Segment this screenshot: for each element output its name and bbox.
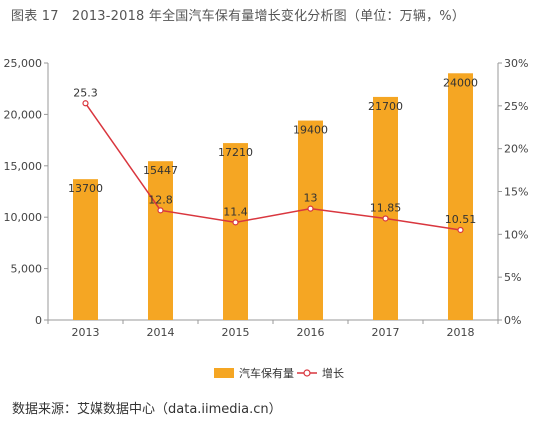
chart-title: 图表 17 2013-2018 年全国汽车保有量增长变化分析图（单位：万辆，%） bbox=[11, 9, 466, 24]
growth-point bbox=[382, 215, 389, 222]
legend-bar-swatch bbox=[214, 368, 234, 378]
bar-value-label: 21700 bbox=[368, 100, 403, 113]
bar bbox=[448, 73, 473, 320]
data-labels: 13700 15447 17210 19400 21700 24000 25.3 12.8 11… bbox=[68, 76, 478, 226]
y-right-tick-label: 15% bbox=[504, 186, 528, 199]
bar-value-label: 15447 bbox=[143, 164, 178, 177]
y-left-tick-label: 0 bbox=[35, 314, 42, 327]
x-tick-label: 2013 bbox=[72, 326, 100, 339]
x-tick-label: 2017 bbox=[372, 326, 400, 339]
bar-value-label: 24000 bbox=[443, 76, 478, 89]
bar bbox=[298, 120, 323, 321]
bar bbox=[223, 143, 248, 320]
bar-value-label: 17210 bbox=[218, 146, 253, 159]
x-tick-label: 2015 bbox=[222, 326, 250, 339]
y-right-tick-label: 10% bbox=[504, 228, 528, 241]
growth-point bbox=[82, 100, 89, 107]
growth-point bbox=[307, 205, 314, 212]
bar-value-label: 19400 bbox=[293, 124, 328, 137]
growth-value-label: 12.8 bbox=[148, 193, 173, 206]
x-tick-label: 2016 bbox=[297, 326, 325, 339]
y-left-tick-label: 5,000 bbox=[11, 263, 43, 276]
x-tick-label: 2018 bbox=[447, 326, 475, 339]
growth-value-label: 13 bbox=[304, 192, 318, 205]
y-right-tick-label: 5% bbox=[504, 271, 521, 284]
legend-bar-label: 汽车保有量 bbox=[239, 366, 294, 380]
y-left-tick-label: 15,000 bbox=[4, 160, 43, 173]
y-left-tick-label: 10,000 bbox=[4, 211, 43, 224]
line-series bbox=[82, 100, 464, 234]
growth-point bbox=[157, 207, 164, 214]
y-left-tick-label: 20,000 bbox=[4, 108, 43, 121]
y-right-tick-label: 0% bbox=[504, 314, 521, 327]
growth-point bbox=[232, 219, 239, 226]
growth-value-label: 10.51 bbox=[445, 213, 477, 226]
bar-value-label: 13700 bbox=[68, 182, 103, 195]
y-left-tick-label: 25,000 bbox=[4, 57, 43, 70]
source-note: 数据来源：艾媒数据中心（data.iimedia.cn） bbox=[12, 402, 282, 417]
bar bbox=[73, 179, 98, 320]
axes: 0 5,000 10,000 15,000 20,000 25,000 0% 5% 10% 15%… bbox=[4, 57, 529, 339]
growth-value-label: 11.85 bbox=[370, 201, 402, 214]
y-right-tick-label: 30% bbox=[504, 57, 528, 70]
y-right-tick-label: 25% bbox=[504, 100, 528, 113]
legend-line-label: 增长 bbox=[322, 366, 344, 380]
legend-line-marker bbox=[303, 369, 311, 377]
growth-value-label: 11.4 bbox=[223, 205, 248, 218]
x-tick-label: 2014 bbox=[147, 326, 175, 339]
y-right-tick-label: 20% bbox=[504, 143, 528, 156]
growth-value-label: 25.3 bbox=[73, 86, 98, 99]
growth-line bbox=[84, 102, 461, 231]
growth-point bbox=[457, 226, 464, 234]
bar bbox=[373, 96, 398, 320]
bar-series bbox=[73, 73, 473, 321]
bar bbox=[148, 161, 173, 320]
legend: 汽车保有量 增长 bbox=[214, 366, 344, 380]
